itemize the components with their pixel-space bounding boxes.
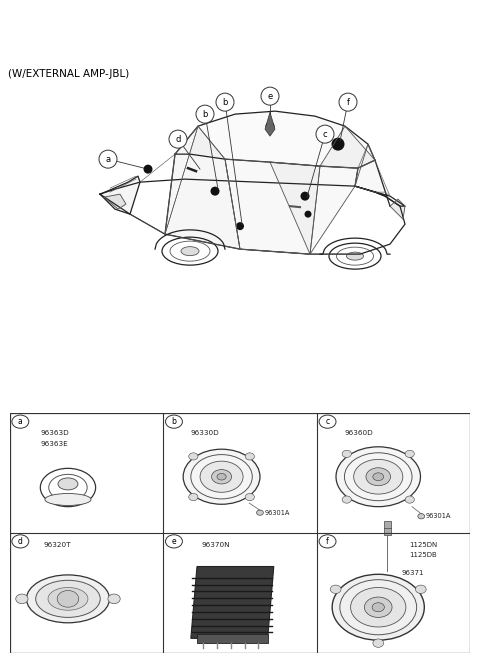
- Polygon shape: [265, 112, 275, 136]
- Ellipse shape: [212, 470, 231, 484]
- Text: c: c: [325, 417, 330, 426]
- Ellipse shape: [181, 247, 199, 256]
- Circle shape: [304, 211, 312, 218]
- Text: 96301A: 96301A: [264, 510, 290, 516]
- Ellipse shape: [200, 461, 243, 492]
- Circle shape: [57, 590, 79, 607]
- Circle shape: [211, 187, 219, 195]
- Ellipse shape: [373, 473, 384, 481]
- Text: 1125DB: 1125DB: [409, 552, 437, 558]
- Text: a: a: [106, 155, 110, 163]
- Text: 1125DN: 1125DN: [409, 543, 437, 548]
- Text: 96371: 96371: [401, 570, 424, 576]
- Circle shape: [418, 514, 425, 519]
- Polygon shape: [104, 194, 126, 209]
- Text: 96360D: 96360D: [345, 430, 373, 436]
- Circle shape: [342, 496, 351, 503]
- Circle shape: [300, 192, 310, 201]
- Circle shape: [405, 496, 414, 503]
- Ellipse shape: [350, 588, 406, 627]
- Circle shape: [415, 585, 426, 594]
- Circle shape: [261, 87, 279, 105]
- Circle shape: [189, 453, 198, 460]
- Text: 96370N: 96370N: [202, 543, 230, 548]
- Circle shape: [166, 415, 182, 428]
- Ellipse shape: [45, 493, 91, 506]
- Polygon shape: [191, 567, 274, 638]
- Text: d: d: [175, 134, 180, 144]
- Ellipse shape: [48, 588, 88, 610]
- Text: 96320T: 96320T: [43, 543, 71, 548]
- Circle shape: [332, 138, 345, 151]
- Circle shape: [373, 639, 384, 647]
- Ellipse shape: [366, 468, 391, 485]
- Text: a: a: [18, 417, 23, 426]
- Ellipse shape: [347, 252, 363, 260]
- Circle shape: [166, 535, 182, 548]
- Bar: [384, 521, 391, 535]
- Text: b: b: [222, 98, 228, 107]
- Circle shape: [257, 510, 264, 515]
- Circle shape: [265, 121, 275, 131]
- Text: (W/EXTERNAL AMP-JBL): (W/EXTERNAL AMP-JBL): [8, 69, 129, 79]
- Ellipse shape: [336, 447, 420, 506]
- Text: f: f: [347, 98, 349, 107]
- Text: 96363E: 96363E: [40, 441, 68, 447]
- Text: 96301A: 96301A: [426, 513, 451, 520]
- Circle shape: [108, 594, 120, 604]
- Polygon shape: [165, 126, 240, 249]
- Text: e: e: [267, 92, 273, 100]
- Circle shape: [12, 415, 29, 428]
- Ellipse shape: [183, 449, 260, 504]
- Circle shape: [236, 222, 244, 230]
- Ellipse shape: [354, 459, 403, 494]
- Text: f: f: [326, 537, 329, 546]
- Circle shape: [16, 594, 28, 604]
- Polygon shape: [100, 176, 140, 214]
- Text: b: b: [171, 417, 176, 426]
- Circle shape: [316, 125, 334, 143]
- Text: b: b: [202, 110, 208, 119]
- Circle shape: [216, 93, 234, 111]
- Circle shape: [245, 493, 254, 501]
- Text: d: d: [18, 537, 23, 546]
- Ellipse shape: [372, 603, 384, 611]
- Circle shape: [12, 535, 29, 548]
- Circle shape: [169, 130, 187, 148]
- Ellipse shape: [217, 474, 226, 480]
- Circle shape: [99, 150, 117, 168]
- Text: 96363D: 96363D: [40, 430, 69, 436]
- Text: e: e: [172, 537, 176, 546]
- Polygon shape: [355, 144, 390, 196]
- Circle shape: [330, 585, 341, 594]
- Polygon shape: [225, 159, 320, 254]
- Circle shape: [196, 105, 214, 123]
- Text: 96330D: 96330D: [191, 430, 219, 436]
- Circle shape: [342, 450, 351, 457]
- Bar: [197, 634, 268, 643]
- Polygon shape: [270, 162, 358, 254]
- Ellipse shape: [332, 574, 424, 640]
- Circle shape: [405, 450, 414, 457]
- Circle shape: [189, 493, 198, 501]
- Circle shape: [319, 535, 336, 548]
- Ellipse shape: [26, 575, 109, 623]
- Polygon shape: [320, 126, 375, 168]
- Circle shape: [319, 415, 336, 428]
- Circle shape: [339, 93, 357, 111]
- Circle shape: [245, 453, 254, 460]
- Polygon shape: [390, 199, 405, 219]
- Circle shape: [144, 165, 153, 174]
- Ellipse shape: [364, 597, 392, 617]
- Ellipse shape: [36, 581, 100, 617]
- Text: c: c: [323, 130, 327, 138]
- Ellipse shape: [58, 478, 78, 490]
